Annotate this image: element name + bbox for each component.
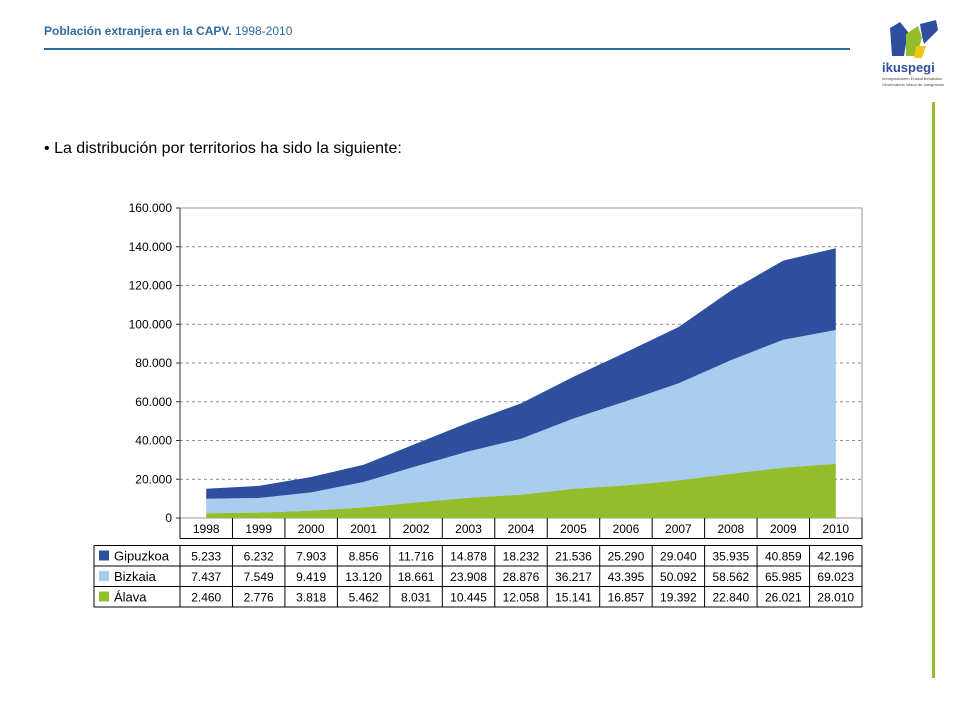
x-tick-label: 2005 bbox=[560, 522, 587, 536]
table-cell-value: 69.023 bbox=[817, 570, 854, 584]
table-cell-value: 11.716 bbox=[398, 550, 434, 564]
legend-label: Álava bbox=[114, 590, 147, 605]
x-tick-label: 2009 bbox=[770, 522, 797, 536]
table-cell-value: 6.232 bbox=[244, 550, 274, 564]
x-tick-label: 1998 bbox=[193, 522, 220, 536]
table-cell-value: 28.876 bbox=[503, 570, 540, 584]
intro-text: • La distribución por territorios ha sid… bbox=[44, 140, 402, 158]
area-series bbox=[206, 248, 836, 518]
table-cell-value: 40.859 bbox=[765, 550, 802, 564]
bullet-glyph: • bbox=[44, 140, 50, 157]
table-cell-value: 12.058 bbox=[503, 591, 540, 605]
header-title-text: Población extranjera en la CAPV. bbox=[44, 24, 232, 38]
table-cell-value: 7.549 bbox=[244, 570, 274, 584]
table-cell-value: 21.536 bbox=[555, 550, 592, 564]
table-cell-value: 35.935 bbox=[712, 550, 749, 564]
table-cell-value: 10.445 bbox=[450, 591, 487, 605]
table-cell-value: 58.562 bbox=[712, 570, 749, 584]
x-tick-label: 2002 bbox=[403, 522, 430, 536]
x-tick-label: 1999 bbox=[245, 522, 272, 536]
y-tick-label: 100.000 bbox=[129, 317, 173, 331]
legend-swatch bbox=[99, 591, 109, 602]
y-tick-label: 20.000 bbox=[135, 472, 172, 486]
legend-label: Bizkaia bbox=[114, 569, 157, 584]
x-tick-label: 2008 bbox=[717, 522, 744, 536]
table-cell-value: 9.419 bbox=[296, 570, 326, 584]
area-lava bbox=[206, 463, 836, 518]
y-axis: 0 20.000 40.000 60.000 80.000 100.000 120.000 1… bbox=[129, 201, 181, 525]
table-cell-value: 28.010 bbox=[817, 591, 854, 605]
header-years: 1998-2010 bbox=[234, 24, 293, 38]
table-cell-value: 8.031 bbox=[401, 591, 431, 605]
table-cell-value: 2.460 bbox=[191, 591, 221, 605]
table-cell-value: 50.092 bbox=[660, 570, 697, 584]
legend-label: Gipuzkoa bbox=[114, 549, 170, 564]
x-tick-label: 2004 bbox=[508, 522, 535, 536]
x-tick-label: 2007 bbox=[665, 522, 692, 536]
table-cell-value: 22.840 bbox=[712, 591, 749, 605]
area-bizkaia bbox=[206, 330, 836, 514]
table-cell-value: 7.437 bbox=[191, 570, 221, 584]
table-cell-value: 14.878 bbox=[450, 550, 487, 564]
logo-name: ikuspegi bbox=[882, 60, 935, 75]
y-tick-label: 0 bbox=[165, 511, 172, 525]
legend-swatch bbox=[99, 550, 109, 561]
y-tick-label: 120.000 bbox=[129, 279, 173, 293]
page-header-title: Población extranjera en la CAPV. 1998-20… bbox=[44, 24, 292, 38]
x-tick-label: 2010 bbox=[822, 522, 849, 536]
y-tick-label: 60.000 bbox=[135, 395, 172, 409]
x-tick-label: 2003 bbox=[455, 522, 482, 536]
ikuspegi-logo: ikuspegi Immigrazioaren Euskal Behatokia… bbox=[882, 20, 944, 87]
intro-sentence: La distribución por territorios ha sido … bbox=[54, 140, 402, 157]
table-cell-value: 36.217 bbox=[555, 570, 592, 584]
table-cell-value: 23.908 bbox=[450, 570, 487, 584]
table-cell-value: 29.040 bbox=[660, 550, 697, 564]
table-cell-value: 5.462 bbox=[349, 591, 379, 605]
table-cell-value: 7.903 bbox=[296, 550, 326, 564]
y-tick-label: 160.000 bbox=[129, 201, 173, 215]
table-cell-value: 42.196 bbox=[817, 550, 854, 564]
table-cell-value: 5.233 bbox=[191, 550, 221, 564]
table-cell-value: 19.392 bbox=[660, 591, 697, 605]
y-tick-label: 40.000 bbox=[135, 434, 172, 448]
x-tick-label: 2001 bbox=[350, 522, 377, 536]
legend-swatch bbox=[99, 571, 109, 581]
table-cell-value: 65.985 bbox=[765, 570, 802, 584]
table-cell-value: 2.776 bbox=[244, 591, 274, 605]
table-cell-value: 8.856 bbox=[349, 550, 379, 564]
table-cell-value: 43.395 bbox=[608, 570, 645, 584]
y-tick-label: 140.000 bbox=[129, 240, 173, 254]
area-gipuzkoa bbox=[206, 248, 836, 499]
table-cell-value: 26.021 bbox=[765, 591, 802, 605]
x-tick-label: 2000 bbox=[298, 522, 325, 536]
table-cell-value: 3.818 bbox=[296, 591, 326, 605]
table-cell-value: 18.661 bbox=[398, 570, 435, 584]
table-cell-value: 15.141 bbox=[555, 591, 592, 605]
y-tick-label: 80.000 bbox=[135, 356, 172, 370]
table-cell-value: 13.120 bbox=[345, 570, 382, 584]
side-accent-bar bbox=[932, 102, 935, 678]
table-cell-value: 18.232 bbox=[503, 550, 540, 564]
table-cell-value: 16.857 bbox=[608, 591, 645, 605]
data-table: 1998 1999 2000 2001 2002 2003 2004 2005 2006 2007… bbox=[93, 518, 863, 608]
table-cell-value: 25.290 bbox=[608, 550, 645, 564]
header-divider bbox=[44, 48, 850, 50]
logo-tagline-2: Observatorio Vasco de Inmigración bbox=[882, 82, 944, 87]
x-tick-label: 2006 bbox=[613, 522, 640, 536]
logo-tagline-1: Immigrazioaren Euskal Behatokia bbox=[882, 76, 942, 81]
